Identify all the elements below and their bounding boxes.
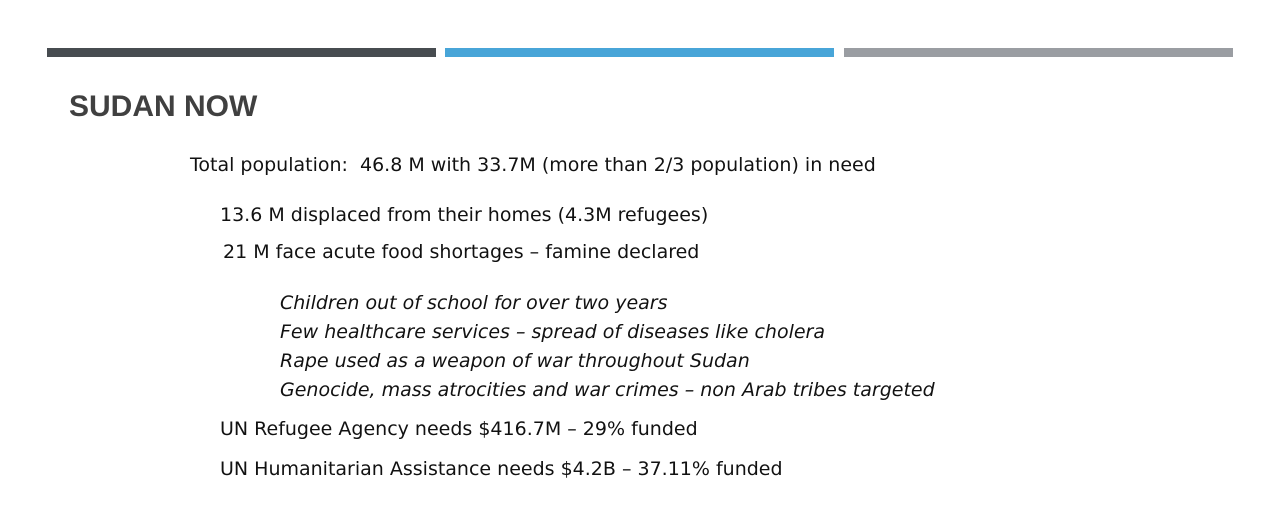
bar-gray — [844, 48, 1233, 57]
bar-dark — [47, 48, 436, 57]
italic-line: Genocide, mass atrocities and war crimes… — [280, 379, 935, 401]
italic-line: Rape used as a weapon of war throughout … — [280, 350, 750, 372]
text-line: 21 M face acute food shortages – famine … — [223, 241, 700, 263]
italic-line: Few healthcare services – spread of dise… — [280, 321, 825, 343]
bar-blue — [445, 48, 834, 57]
funding-line: UN Humanitarian Assistance needs $4.2B –… — [220, 458, 783, 480]
funding-line: UN Refugee Agency needs $416.7M – 29% fu… — [220, 418, 698, 440]
text-line: Total population: 46.8 M with 33.7M (mor… — [190, 154, 876, 176]
text-line: 13.6 M displaced from their homes (4.3M … — [220, 204, 709, 226]
title: SUDAN NOW — [69, 90, 258, 123]
italic-line: Children out of school for over two year… — [280, 292, 668, 314]
